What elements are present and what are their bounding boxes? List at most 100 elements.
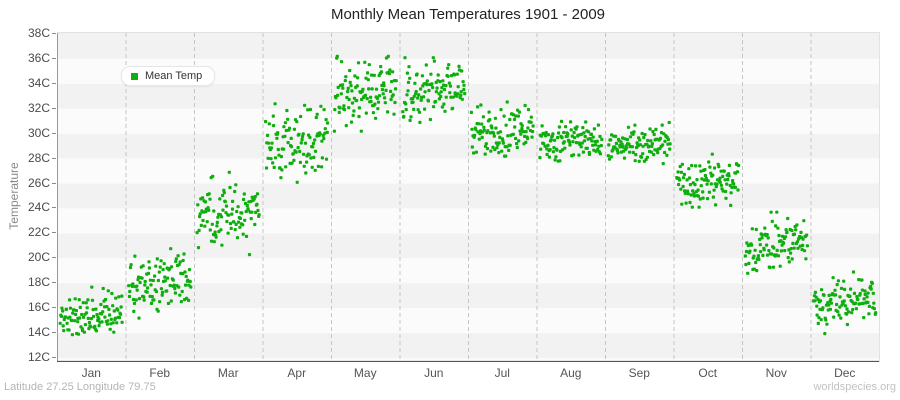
data-point xyxy=(852,291,857,295)
data-point xyxy=(564,125,568,129)
data-point xyxy=(394,87,398,91)
data-point xyxy=(211,174,215,178)
data-point xyxy=(838,295,842,299)
data-point xyxy=(119,305,123,309)
data-point xyxy=(477,137,481,141)
data-point xyxy=(679,187,683,191)
data-point xyxy=(668,142,672,146)
data-point xyxy=(149,283,153,287)
data-point xyxy=(159,287,163,291)
data-point xyxy=(416,108,420,112)
data-point xyxy=(418,120,422,124)
data-point xyxy=(504,154,508,158)
data-point xyxy=(805,244,809,248)
y-tick-mark xyxy=(52,33,56,34)
data-point xyxy=(544,134,548,138)
data-point xyxy=(253,222,257,227)
data-point xyxy=(853,301,858,305)
data-point xyxy=(595,139,599,143)
data-point xyxy=(723,178,727,182)
data-point xyxy=(706,179,710,183)
data-point xyxy=(413,81,417,85)
data-point xyxy=(429,72,433,76)
data-point xyxy=(127,294,132,299)
data-point xyxy=(178,293,182,297)
data-point xyxy=(580,141,584,145)
data-point xyxy=(526,108,531,112)
data-point xyxy=(206,206,210,210)
data-point xyxy=(760,236,764,240)
data-point xyxy=(684,201,688,205)
data-point xyxy=(323,127,327,131)
data-point xyxy=(858,292,862,296)
data-point xyxy=(697,205,701,209)
data-point xyxy=(355,98,359,103)
data-point xyxy=(757,257,761,261)
data-point xyxy=(732,182,736,186)
data-point xyxy=(198,215,202,219)
data-point xyxy=(295,120,299,124)
data-point xyxy=(699,169,703,173)
data-point xyxy=(746,271,750,275)
data-point xyxy=(143,283,147,287)
data-point xyxy=(149,301,154,305)
data-point xyxy=(349,84,353,88)
data-point xyxy=(216,215,220,219)
data-point xyxy=(78,316,82,320)
data-point xyxy=(439,94,443,99)
data-point xyxy=(416,96,420,100)
data-point xyxy=(754,260,758,265)
data-point xyxy=(628,135,633,139)
data-point xyxy=(408,76,412,80)
legend-label: Mean Temp xyxy=(145,69,203,82)
data-point xyxy=(203,224,207,228)
data-point xyxy=(311,141,316,145)
data-point xyxy=(477,122,481,126)
data-point xyxy=(346,90,350,94)
data-point xyxy=(698,197,702,201)
data-point xyxy=(791,241,795,245)
data-point xyxy=(775,248,779,252)
data-point xyxy=(412,107,416,111)
data-point xyxy=(432,59,436,63)
data-point xyxy=(515,145,519,150)
data-point xyxy=(442,87,447,92)
data-point xyxy=(694,164,698,168)
data-point xyxy=(140,276,144,280)
data-point xyxy=(74,309,78,313)
data-point xyxy=(198,212,202,216)
data-point xyxy=(152,298,156,302)
data-point xyxy=(419,98,423,102)
data-point xyxy=(90,285,94,289)
data-point xyxy=(364,111,368,115)
data-point xyxy=(520,124,524,128)
data-point xyxy=(414,90,418,94)
data-point xyxy=(306,108,310,112)
data-point xyxy=(621,145,625,149)
data-point xyxy=(482,128,486,132)
data-point xyxy=(553,138,557,142)
data-point xyxy=(349,120,354,124)
data-point xyxy=(667,120,671,125)
data-point xyxy=(282,125,286,129)
data-point xyxy=(312,155,316,159)
data-point xyxy=(623,137,627,141)
data-point xyxy=(582,139,587,143)
data-point xyxy=(862,297,866,301)
data-point xyxy=(552,146,556,150)
data-point xyxy=(145,290,149,294)
data-point xyxy=(754,227,758,232)
data-point xyxy=(80,312,84,317)
data-point xyxy=(120,294,124,298)
data-point xyxy=(67,328,71,332)
data-point xyxy=(557,131,561,135)
data-point xyxy=(147,260,151,264)
data-point xyxy=(874,311,878,315)
data-point xyxy=(609,155,613,159)
data-point xyxy=(633,159,637,163)
data-point xyxy=(559,119,564,123)
data-point xyxy=(801,237,805,241)
data-point xyxy=(779,249,783,253)
data-point xyxy=(584,120,588,124)
data-point xyxy=(546,133,551,137)
